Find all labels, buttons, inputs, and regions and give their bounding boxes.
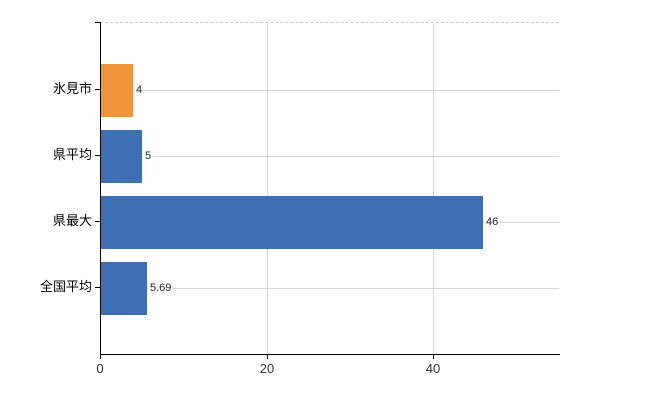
bar-pref-max (100, 196, 483, 249)
category-label: 氷見市 (52, 81, 92, 96)
category-label: 全国平均 (39, 279, 92, 294)
bar-pref-average (100, 130, 142, 183)
x-axis-line (100, 354, 560, 355)
bar-value-label: 5.69 (148, 281, 174, 295)
x-tick-label: 0 (96, 361, 104, 376)
x-gridline (433, 23, 434, 354)
x-gridline (267, 23, 268, 354)
bar-national-average (100, 262, 147, 315)
row-gridline (100, 156, 559, 157)
y-axis-top-tick (95, 22, 100, 23)
row-gridline (100, 90, 559, 91)
row-gridline (100, 288, 559, 289)
bar-value-label: 4 (134, 83, 145, 97)
y-axis-tick (95, 221, 100, 222)
y-axis-tick (95, 155, 100, 156)
y-axis-tick (95, 89, 100, 90)
y-axis-tick (95, 287, 100, 288)
x-tick-label: 40 (425, 361, 441, 376)
x-axis-tick (433, 354, 434, 359)
bar-value-label: 46 (484, 215, 501, 229)
category-label: 県最大 (52, 213, 92, 228)
bar-value-label: 5 (143, 149, 154, 163)
y-axis-line (100, 22, 101, 359)
plot-area: 4 5 46 5.69 (100, 22, 559, 354)
x-tick-label: 20 (259, 361, 275, 376)
x-axis-tick (267, 354, 268, 359)
x-axis-tick (100, 354, 101, 359)
category-label: 県平均 (52, 147, 92, 162)
bar-himi-city (100, 64, 133, 117)
